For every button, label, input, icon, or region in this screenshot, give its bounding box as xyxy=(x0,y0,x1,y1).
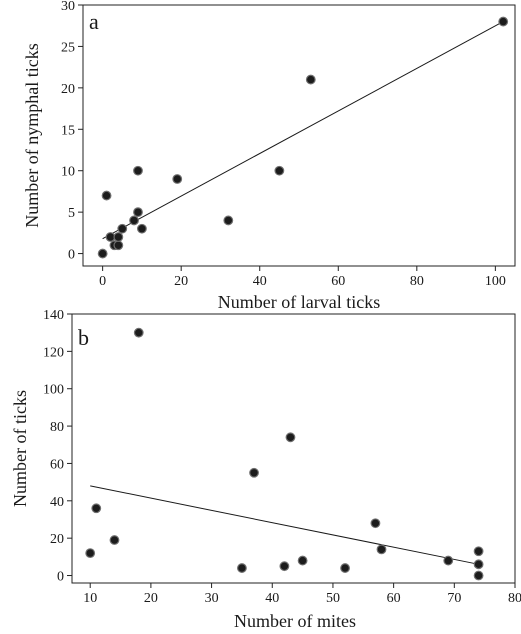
y-axis-ticks-a: 0 5 10 15 20 25 30 xyxy=(61,0,83,263)
x-axis-ticks-a: 0 20 40 60 80 100 xyxy=(99,266,506,289)
regression-line-b xyxy=(90,485,479,565)
x-tick-label-70: 70 xyxy=(447,591,461,606)
panel-label-b: b xyxy=(78,325,89,350)
data-point-b-4 xyxy=(237,563,247,573)
data-point-b-3 xyxy=(133,327,144,338)
plot-frame-a xyxy=(82,4,516,267)
y-axis-label-b: Number of ticks xyxy=(10,390,30,507)
y-tick-label-0: 0 xyxy=(57,570,64,585)
data-points-a xyxy=(97,16,509,259)
y-axis-label-a: Number of nymphal ticks xyxy=(22,43,42,227)
data-point-a-1 xyxy=(101,190,112,201)
y-tick-label-20: 20 xyxy=(50,532,64,547)
data-point-a-11 xyxy=(172,174,183,184)
data-point-b-8 xyxy=(297,555,308,566)
data-point-a-5 xyxy=(113,232,124,242)
y-tick-label-5: 5 xyxy=(68,206,75,221)
y-axis-ticks-b: 0 20 40 60 80 100 120 140 xyxy=(43,308,72,585)
data-point-b-6 xyxy=(279,561,290,572)
x-tick-label-100: 100 xyxy=(485,274,506,289)
data-point-b-7 xyxy=(285,432,296,443)
x-tick-label-80: 80 xyxy=(508,591,521,606)
x-tick-label-20: 20 xyxy=(174,274,188,289)
y-tick-label-0: 0 xyxy=(68,248,75,263)
data-point-a-0 xyxy=(97,248,108,259)
y-tick-label-60: 60 xyxy=(50,457,64,472)
y-tick-label-40: 40 xyxy=(50,495,64,510)
data-point-b-11 xyxy=(376,544,387,555)
data-point-a-15 xyxy=(498,16,509,27)
y-tick-label-10: 10 xyxy=(61,165,75,180)
x-axis-label-b: Number of mites xyxy=(234,611,356,631)
y-tick-label-100: 100 xyxy=(43,383,64,398)
data-point-a-13 xyxy=(274,165,285,176)
x-tick-label-40: 40 xyxy=(265,591,279,606)
data-point-b-2 xyxy=(109,535,120,545)
data-point-b-15 xyxy=(473,570,484,581)
x-axis-label-a: Number of larval ticks xyxy=(218,292,380,312)
y-tick-label-20: 20 xyxy=(61,82,75,97)
x-tick-label-10: 10 xyxy=(83,591,97,606)
y-tick-label-30: 30 xyxy=(61,0,75,14)
x-axis-ticks-b: 10 20 30 40 50 60 70 80 xyxy=(83,583,521,606)
panel-a: a 0 20 40 60 80 100 0 5 10 15 20 25 30 Number of la… xyxy=(22,0,516,312)
data-point-a-9 xyxy=(133,165,143,176)
y-tick-label-120: 120 xyxy=(43,345,64,360)
data-points-b xyxy=(85,327,484,581)
data-point-b-13 xyxy=(473,546,484,557)
y-tick-label-25: 25 xyxy=(61,40,75,55)
data-point-b-1 xyxy=(91,503,102,514)
x-tick-label-20: 20 xyxy=(144,591,158,606)
data-point-a-10 xyxy=(137,223,147,234)
x-tick-label-60: 60 xyxy=(387,591,401,606)
x-tick-label-40: 40 xyxy=(253,274,267,289)
data-point-a-6 xyxy=(117,223,128,234)
data-point-a-8 xyxy=(133,207,143,218)
data-point-b-9 xyxy=(340,563,350,573)
data-point-b-0 xyxy=(85,548,96,559)
x-tick-label-0: 0 xyxy=(99,274,106,289)
y-tick-label-80: 80 xyxy=(50,420,64,435)
x-tick-label-80: 80 xyxy=(410,274,424,289)
x-tick-label-60: 60 xyxy=(331,274,345,289)
data-point-a-14 xyxy=(305,74,316,85)
panel-label-a: a xyxy=(89,9,99,34)
y-tick-label-15: 15 xyxy=(61,123,75,138)
data-point-a-12 xyxy=(223,215,234,226)
y-tick-label-140: 140 xyxy=(43,308,64,323)
data-point-a-4 xyxy=(113,240,124,251)
data-point-b-14 xyxy=(473,559,484,570)
x-tick-label-30: 30 xyxy=(205,591,219,606)
regression-line-a xyxy=(102,21,504,240)
plot-frame-b xyxy=(71,313,516,584)
panel-b: b 10 20 30 40 50 60 70 80 0 20 40 60 80 100 120 140 Nu… xyxy=(10,308,521,631)
x-tick-label-50: 50 xyxy=(326,591,340,606)
data-point-b-12 xyxy=(443,555,454,566)
data-point-b-5 xyxy=(249,467,259,478)
data-point-a-7 xyxy=(129,215,139,226)
data-point-b-10 xyxy=(370,518,381,529)
